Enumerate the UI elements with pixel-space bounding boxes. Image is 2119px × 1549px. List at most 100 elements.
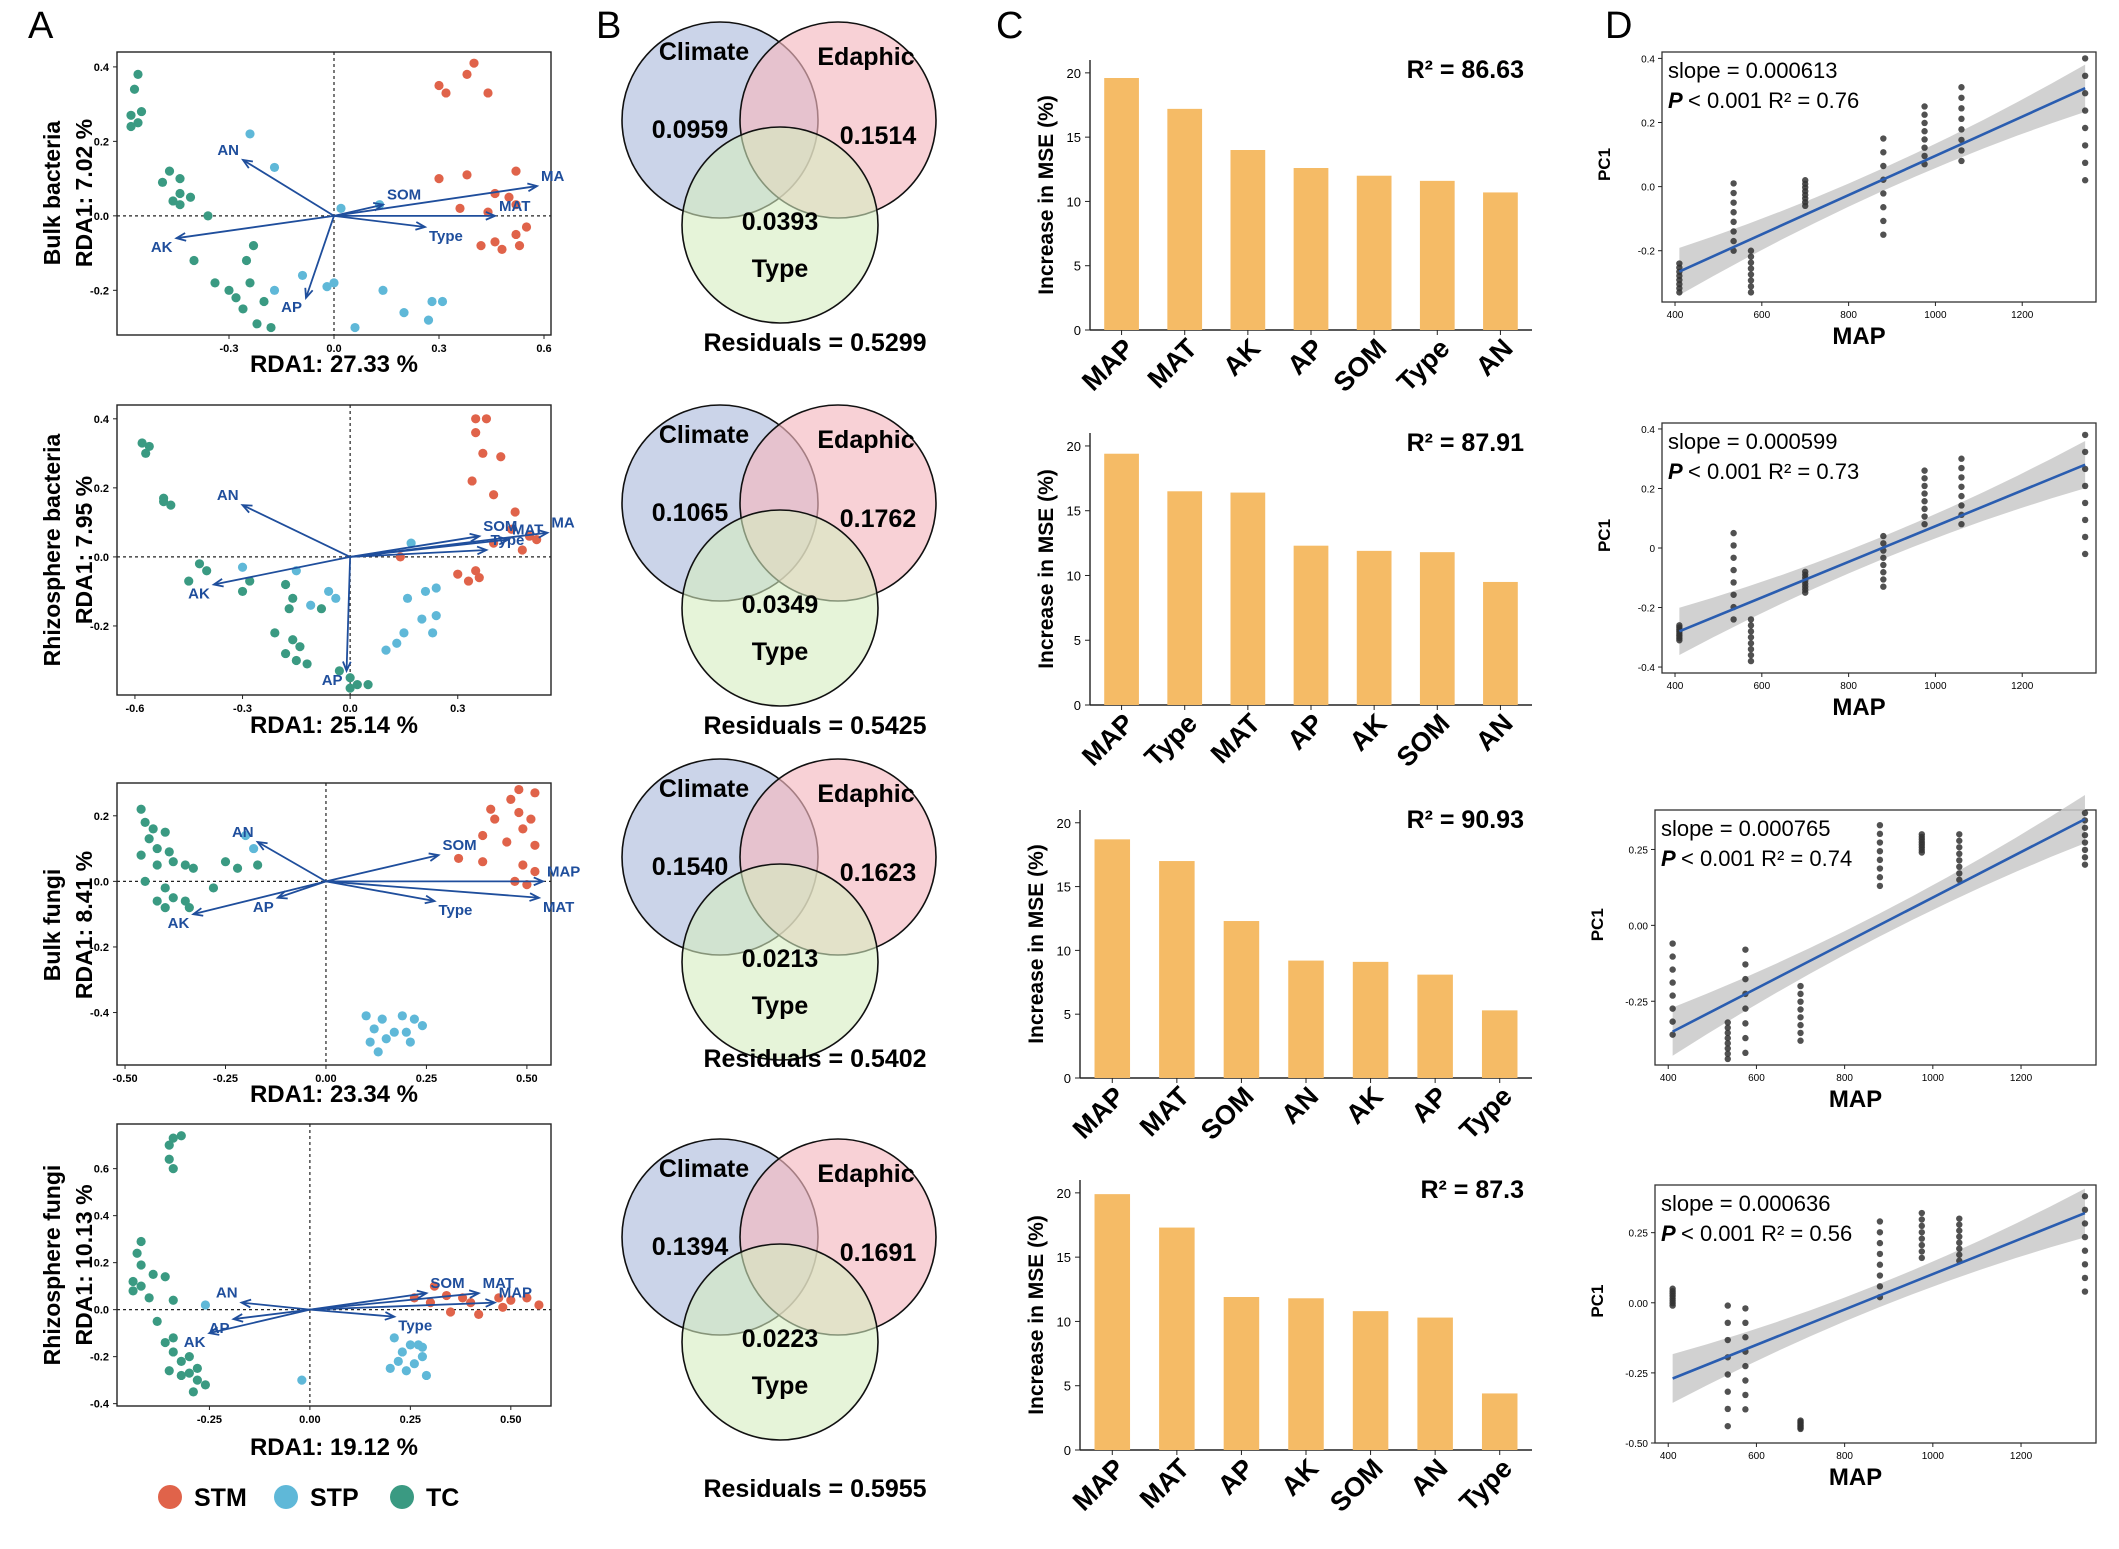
rda-point-stm [518, 824, 528, 834]
slope-label: slope = 0.000765 [1661, 816, 1830, 841]
p-symbol: P [1661, 846, 1681, 871]
y-tick-label: 0.6 [94, 1164, 109, 1176]
regression-point [2081, 465, 2089, 473]
y-axis-title: PC1 [1588, 1285, 1607, 1318]
rda-point-stp [377, 1014, 387, 1024]
regression-point [1724, 1040, 1731, 1047]
regression-point [1956, 850, 1963, 858]
y-tick-label: -0.2 [1638, 604, 1656, 615]
venn-label-climate: Climate [659, 421, 749, 449]
bar-type [1481, 1010, 1518, 1078]
regression-point [1797, 1029, 1804, 1037]
rda-point-stp [306, 600, 316, 610]
bar-ap [1417, 974, 1453, 1078]
rda-point-tc [144, 834, 154, 844]
y-tick-label: -0.2 [90, 621, 109, 633]
regression-point [1742, 1020, 1749, 1027]
venn-diagram-2: Climate Edaphic Type 0.1065 0.1762 0.0349 Resi… [621, 404, 937, 740]
p-value-text: < 0.001 R² = 0.56 [1681, 1221, 1852, 1246]
x-tick-label: 800 [1840, 681, 1857, 692]
x-tick-label: 0.00 [299, 1414, 320, 1426]
y-tick-label: 10 [1057, 943, 1071, 958]
rda-point-stp [417, 1021, 428, 1031]
rda-point-tc [136, 850, 146, 860]
rda-point-stm [463, 576, 474, 586]
rda-point-stp [336, 203, 346, 213]
vector-label: AP [322, 672, 343, 689]
y-axis-title-group: Increase in MSE (%) [1035, 469, 1058, 669]
regression-point [1876, 874, 1884, 881]
rda-point-tc [245, 576, 255, 586]
r2-label: R² = 86.63 [1407, 56, 1524, 84]
rda-point-tc [270, 628, 280, 638]
rda-y-axis-labels: Rhizosphere fungi RDA1: 10.13 % [39, 1165, 97, 1366]
rda-point-stm [434, 174, 444, 184]
rda-point-tc [160, 1337, 170, 1348]
x-tick-label: 400 [1660, 1451, 1677, 1462]
regression-point [1880, 576, 1887, 583]
regression-point [1724, 1024, 1731, 1031]
regression-point [1880, 162, 1887, 170]
rda-point-tc [345, 683, 355, 693]
p-value-text: < 0.001 R² = 0.73 [1688, 459, 1859, 484]
vector-arrow [333, 185, 538, 217]
bar-an [1483, 581, 1518, 705]
rda-point-stm [471, 566, 481, 576]
y-axis-title: PC1 [1595, 519, 1614, 552]
regression-point [2081, 1206, 2089, 1214]
vector-arrowhead [304, 287, 314, 300]
regression-point [2081, 55, 2089, 62]
y-axis-title-group: PC1 [1588, 908, 1607, 941]
x-axis-title: MAP [1832, 694, 1885, 721]
regression-point [1876, 882, 1884, 890]
y-tick-label: -0.4 [90, 1399, 110, 1411]
rda-point-stp [269, 162, 280, 173]
rda-point-tc [231, 293, 241, 303]
venn-value-type: 0.0223 [742, 1325, 818, 1353]
regression-point [1918, 1209, 1926, 1217]
venn-value-climate: 0.1540 [652, 853, 728, 881]
regression-point [1880, 540, 1887, 547]
category-label: AP [1282, 708, 1330, 756]
venn-circle-type [681, 126, 879, 324]
y-tick-label: 0.4 [94, 414, 110, 426]
regression-point [1742, 1391, 1749, 1399]
rda-point-stp [417, 1352, 428, 1362]
regression-point [1724, 1336, 1731, 1344]
regression-point [1958, 520, 1965, 528]
y-tick-label: 0.2 [1641, 484, 1655, 495]
row-title: Rhizosphere bacteria [39, 433, 65, 666]
x-tick-label: 1000 [1922, 1451, 1945, 1462]
rda-point-tc [164, 1140, 174, 1150]
regression-point [1676, 622, 1683, 629]
rda-point-tc [168, 1333, 178, 1343]
y-tick-label: 0.2 [94, 136, 109, 148]
regression-point [1747, 657, 1755, 665]
regression-point [1880, 231, 1887, 238]
x-tick-label: 800 [1836, 1451, 1853, 1462]
regression-point [1918, 1216, 1926, 1223]
regression-point [1921, 498, 1928, 505]
x-tick-label: 600 [1753, 681, 1770, 692]
rda-point-stm [462, 170, 472, 180]
vector-label: SOM [483, 518, 517, 535]
x-tick-label: -0.3 [233, 703, 252, 715]
rda-point-tc [136, 1260, 146, 1270]
rda-point-tc [259, 296, 269, 307]
plot-frame [116, 404, 552, 696]
r2-label: R² = 87.91 [1407, 429, 1525, 457]
vector-arrow [325, 880, 435, 902]
category-label: MAT [1142, 333, 1204, 395]
rda-point-tc [295, 642, 305, 652]
bar-mat [1230, 492, 1266, 705]
vector-label: AN [217, 487, 239, 504]
rda-point-stm [429, 1281, 440, 1291]
regression-point [1797, 990, 1804, 998]
rda-point-tc [200, 1380, 211, 1390]
regression-point [1730, 542, 1737, 549]
rda-point-stp [350, 322, 360, 333]
rda-point-tc [202, 566, 212, 576]
rda-point-stp [361, 1011, 371, 1021]
y-axis-title: Increase in MSE (%) [1025, 844, 1048, 1044]
regression-point [1921, 128, 1928, 135]
